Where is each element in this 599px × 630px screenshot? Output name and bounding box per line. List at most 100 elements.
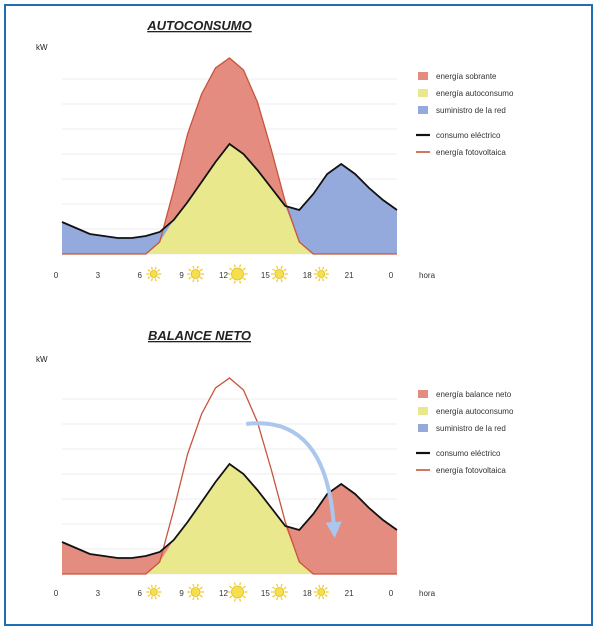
sun-ray [200,587,202,589]
sun-ray [148,277,150,279]
sun-disc [150,589,157,596]
sun-ray [243,268,245,270]
sun-ray [193,279,194,282]
x-tick-label: 12 [219,271,228,280]
sun-ray [229,586,231,588]
x-tick-label: 9 [179,271,184,280]
sun-ray [281,266,282,269]
sun-ray [148,595,150,597]
sun-ray [272,587,274,589]
sun-ray [155,267,156,270]
x-tick-label: 9 [179,589,184,598]
sun-ray [234,264,235,267]
sun-ray [315,277,317,279]
sun-icon [187,266,204,282]
sun-ray [240,281,241,284]
sun-ray [272,277,274,279]
sun-ray [240,599,241,602]
x-tick-label: 6 [138,589,143,598]
x-tick-label: 12 [219,589,228,598]
sun-ray [323,267,324,270]
sun-ray [319,278,320,281]
sun-ray [197,597,198,600]
moon-shape [65,585,72,599]
x-axis-label: hora [419,271,436,280]
sun-disc [232,268,244,280]
sun-disc [318,271,325,278]
sun-ray [189,587,191,589]
sun-ray [315,588,317,590]
sun-ray [148,588,150,590]
sun-ray [281,584,282,587]
sun-ray [240,582,241,585]
legend-swatch [418,89,428,97]
sun-disc [191,270,200,279]
sun-ray [189,269,191,271]
legend-label: consumo eléctrico [436,131,501,140]
legend-label: energía autoconsumo [436,89,514,98]
figure-frame: AUTOCONSUMO kW 0 3 6 9 12 15 18 21 0 hora energía so… [4,4,593,626]
legend-label: suministro de la red [436,106,506,115]
sun-ray [157,277,159,279]
sun-ray [155,585,156,588]
sun-ray [284,277,286,279]
sun-ray [315,595,317,597]
x-tick-label: 3 [96,271,101,280]
sun-ray [197,279,198,282]
sun-ray [284,269,286,271]
sun-ray [240,264,241,267]
sun-disc [318,589,325,596]
moon-shape [400,585,407,599]
chart-balance-neto: BALANCE NETOkW0 3 6 9 12 15 18 21 0 horaenergía b… [36,328,514,602]
sun-ray [200,269,202,271]
sun-ray [319,596,320,599]
sun-ray [157,588,159,590]
sun-ray [229,278,231,280]
crescent-moon-icon [107,267,114,281]
sun-ray [325,270,327,272]
sun-icon [228,264,248,283]
legend-swatch [418,407,428,415]
sun-ray [315,270,317,272]
sun-ray [277,266,278,269]
sun-disc [275,270,284,279]
sun-ray [243,278,245,280]
y-axis-unit: kW [36,355,48,364]
sun-disc [232,586,244,598]
sun-ray [281,279,282,282]
sun-icon [271,266,288,282]
moon-shape [400,267,407,281]
legend-label: energía fotovoltaica [436,466,506,475]
sun-icon [187,584,204,600]
sun-ray [193,266,194,269]
crescent-moon-icon [400,267,407,281]
x-tick-label: 6 [138,271,143,280]
sun-ray [157,595,159,597]
sun-ray [277,279,278,282]
sun-ray [323,278,324,281]
sun-icon [146,267,161,281]
x-tick-label: 15 [261,271,270,280]
sun-ray [234,599,235,602]
sun-icon [228,582,248,601]
x-tick-label: 0 [54,271,59,280]
legend-swatch [418,424,428,432]
sun-ray [234,582,235,585]
legend-label: energía fotovoltaica [436,148,506,157]
sun-ray [197,584,198,587]
sun-ray [197,266,198,269]
sun-icon [146,585,161,599]
sun-ray [155,596,156,599]
sun-ray [325,277,327,279]
x-tick-label: 0 [389,271,394,280]
sun-disc [191,588,200,597]
chart-autoconsumo: AUTOCONSUMOkW0 3 6 9 12 15 18 21 0 horaenergía so… [36,18,514,284]
x-axis-label: hora [419,589,436,598]
sun-ray [284,587,286,589]
moon-shape [358,585,365,599]
sun-ray [193,584,194,587]
sun-ray [151,278,152,281]
sun-ray [151,267,152,270]
chart-title: AUTOCONSUMO [146,18,251,33]
sun-ray [193,597,194,600]
